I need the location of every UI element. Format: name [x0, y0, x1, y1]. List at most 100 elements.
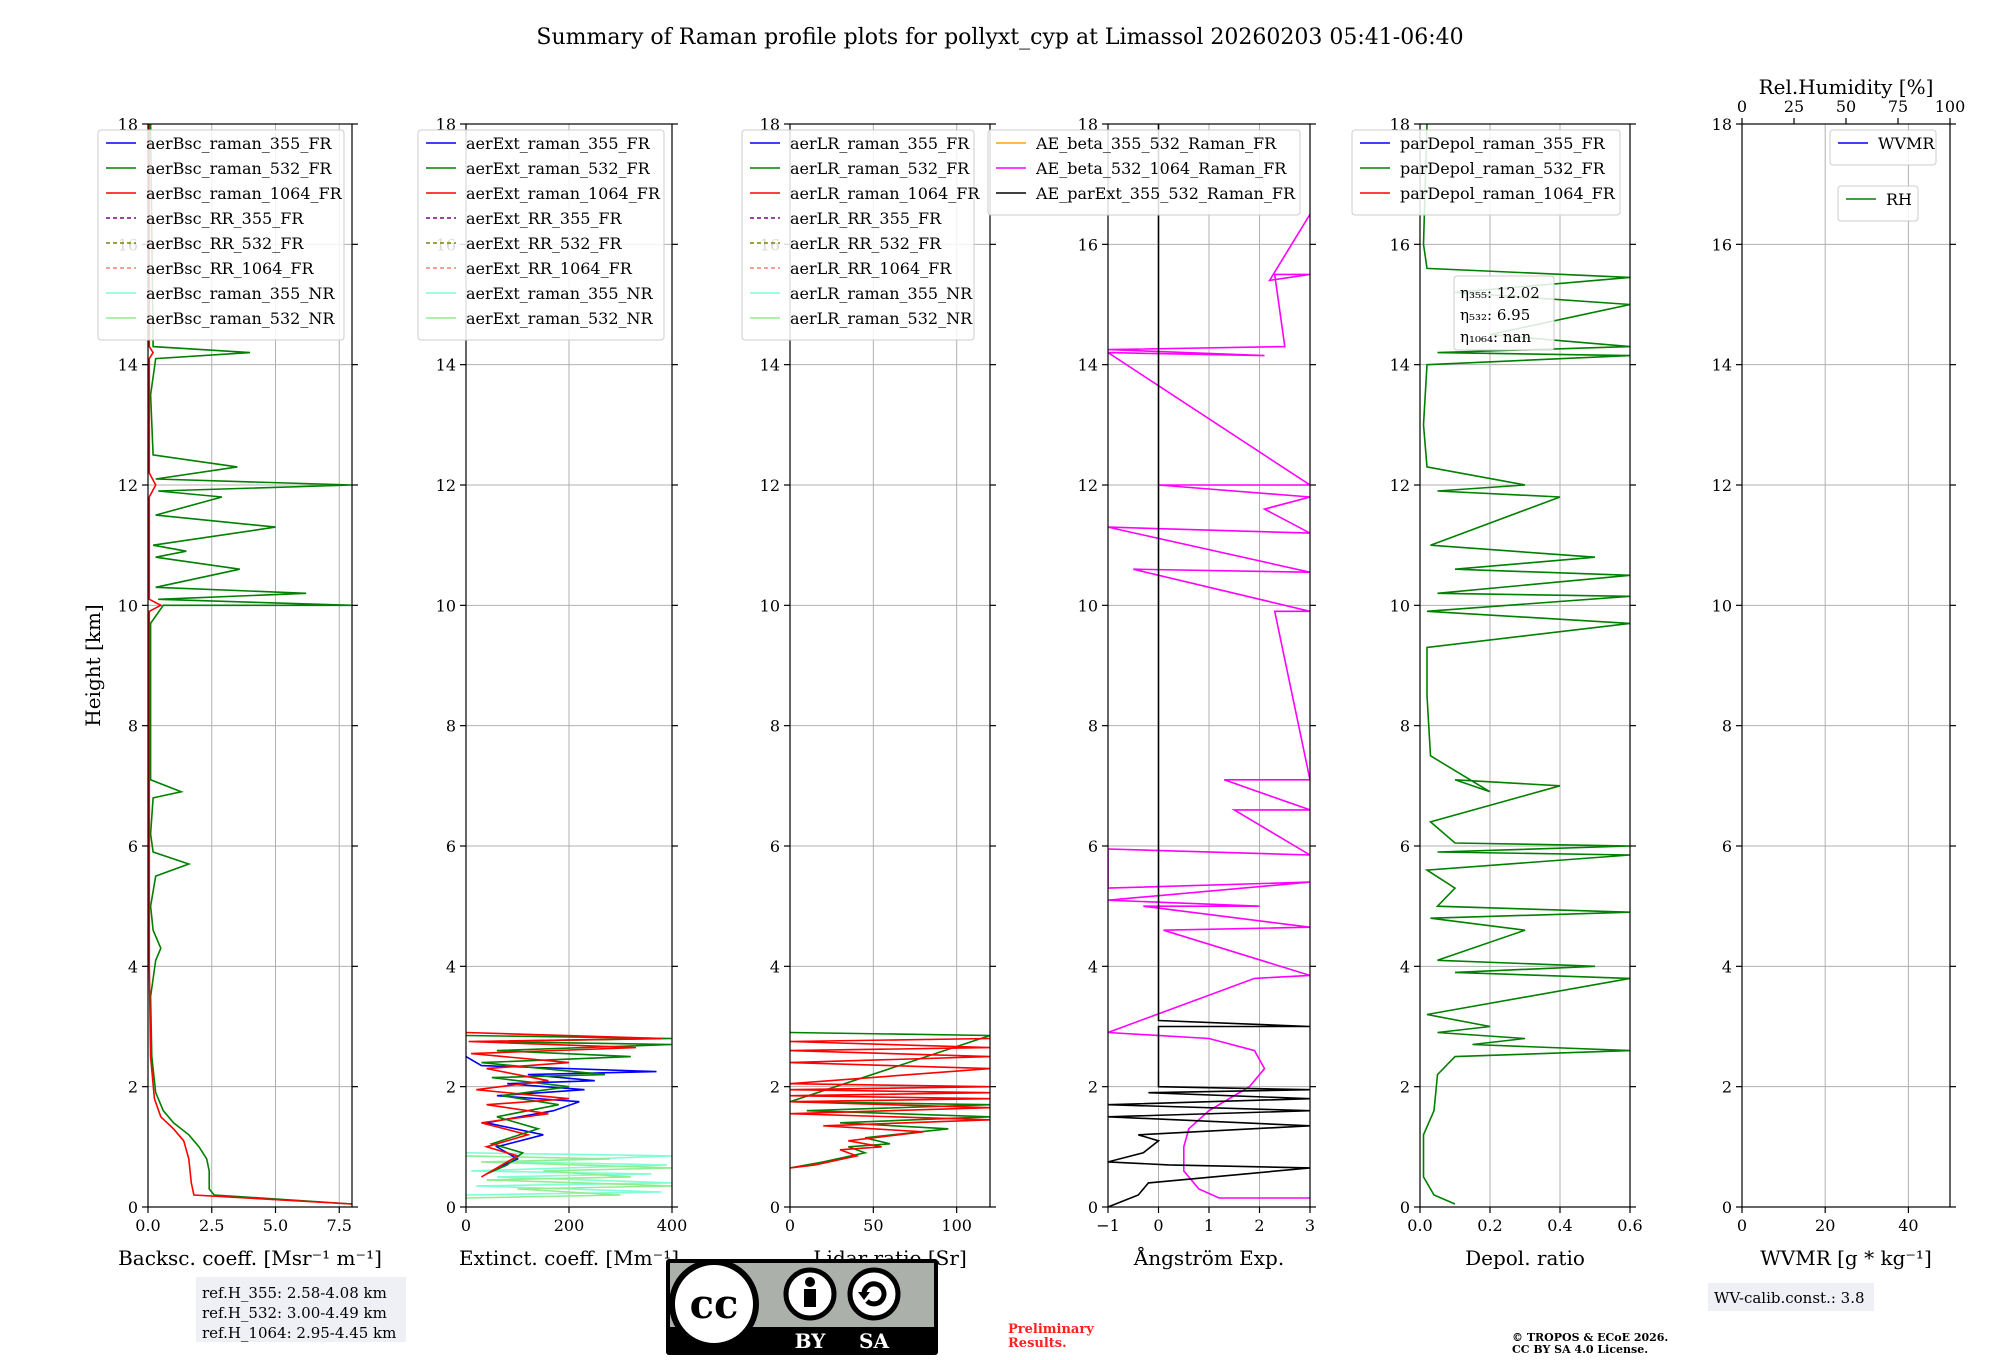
y-tick-label: 10: [1390, 596, 1410, 615]
series-group: [790, 1031, 990, 1169]
x-tick-label: 0.0: [1407, 1216, 1432, 1235]
y-tick-label: 18: [1390, 115, 1410, 134]
y-tick-label: 6: [770, 837, 780, 856]
y-tick-label: 2: [446, 1078, 456, 1097]
series-group: [1422, 124, 1630, 1205]
legend-label: aerExt_RR_532_FR: [466, 234, 623, 253]
y-tick-label: 10: [436, 596, 456, 615]
top-x-tick-label: 100: [1935, 97, 1966, 116]
series-aerExt_raman_532_NR: [466, 1155, 672, 1199]
y-tick-label: 14: [118, 356, 138, 375]
series-aerExt_raman_1064_FR: [466, 1031, 662, 1178]
copyright-line-2: CC BY SA 4.0 License.: [1512, 1343, 1648, 1356]
preliminary-line-2: Results.: [1008, 1336, 1067, 1351]
wv-calib-box: WV-calib.const.: 3.8: [1708, 1283, 1874, 1311]
legend-label: aerLR_RR_1064_FR: [790, 259, 952, 278]
x-tick-label: −1: [1096, 1216, 1120, 1235]
x-tick-label: 1: [1204, 1216, 1214, 1235]
ref-heights-box: ref.H_355: 2.58-4.08 km ref.H_532: 3.00-…: [196, 1277, 406, 1342]
axes-frame: [1419, 123, 1631, 1208]
y-tick-label: 10: [760, 596, 780, 615]
legend-label: parDepol_raman_1064_FR: [1400, 184, 1616, 203]
legend-label: parDepol_raman_355_FR: [1400, 134, 1606, 153]
y-tick-label: 12: [760, 476, 780, 495]
y-tick-label: 16: [1712, 235, 1732, 254]
y-tick-label: 18: [436, 115, 456, 134]
ref-height-355: ref.H_355: 2.58-4.08 km: [202, 1284, 387, 1302]
grid: [1741, 123, 1950, 1208]
y-tick-label: 14: [760, 356, 780, 375]
legend-label: aerBsc_raman_355_FR: [146, 134, 332, 153]
x-tick-label: 2.5: [199, 1216, 224, 1235]
y-tick-label: 2: [1400, 1078, 1410, 1097]
y-tick-label: 10: [1712, 596, 1732, 615]
x-tick-label: 200: [554, 1216, 585, 1235]
figure-title: Summary of Raman profile plots for polly…: [536, 25, 1463, 50]
y-tick-label: 18: [118, 115, 138, 134]
y-tick-label: 0: [128, 1198, 138, 1217]
y-axis-label: Height [km]: [81, 604, 105, 726]
panel-wvmr: 0 2 4 6 8 10 12 14 16 18 0 20 40 WVMR [g * kg⁻¹] 0 25 50…: [1712, 75, 1966, 1270]
y-tick-label: 4: [1088, 957, 1098, 976]
legend-label: aerLR_raman_1064_FR: [790, 184, 980, 203]
x-tick-label: 3: [1305, 1216, 1315, 1235]
y-tick-label: 8: [770, 717, 780, 736]
top-x-tick-label: 25: [1784, 97, 1804, 116]
legend-label: AE_beta_355_532_Raman_FR: [1035, 134, 1277, 153]
wv-calib-text: WV-calib.const.: 3.8: [1714, 1289, 1865, 1307]
y-tick-label: 0: [1400, 1198, 1410, 1217]
x-tick-label: 0.2: [1477, 1216, 1502, 1235]
eta-annotation-line: η₃₅₅: 12.02: [1460, 284, 1540, 302]
x-tick-label: 100: [941, 1216, 972, 1235]
by-label: BY: [795, 1329, 827, 1353]
legend-label: aerBsc_raman_532_FR: [146, 159, 332, 178]
series-group: [466, 1031, 672, 1199]
series-AE_beta_532_1064_Raman_FR: [1108, 213, 1310, 1199]
top-x-tick-label: 50: [1836, 97, 1856, 116]
y-tick-label: 14: [436, 356, 456, 375]
y-tick-label: 10: [1078, 596, 1098, 615]
copyright-line-1: © TROPOS & ECoE 2026.: [1512, 1331, 1668, 1344]
cc-by-sa-badge: cc BY SA: [666, 1259, 938, 1355]
legend: parDepol_raman_355_FR parDepol_raman_532_…: [1351, 129, 1621, 216]
series-aerBsc_raman_532_FR: [149, 124, 352, 1205]
top-x-axis-label: Rel.Humidity [%]: [1759, 75, 1934, 99]
legend-label: parDepol_raman_532_FR: [1400, 159, 1606, 178]
sa-label: SA: [859, 1329, 889, 1353]
legend-label: aerBsc_raman_532_NR: [146, 309, 335, 328]
series-aerLR_raman_1064_FR: [790, 1037, 990, 1169]
axes-frame: [789, 123, 991, 1208]
x-tick-label: 400: [657, 1216, 688, 1235]
y-tick-label: 6: [1722, 837, 1732, 856]
axes-frame: [147, 123, 353, 1208]
cc-logo-icon: [669, 1259, 759, 1349]
x-axis-label: Extinct. coeff. [Mm⁻¹]: [459, 1246, 679, 1270]
x-tick-label: 0: [461, 1216, 471, 1235]
y-tick-label: 16: [1390, 235, 1410, 254]
y-tick-label: 6: [1088, 837, 1098, 856]
y-tick-label: 8: [1088, 717, 1098, 736]
series-AE_parExt_355_532_Raman_FR: [1108, 124, 1310, 1207]
legend-label: aerBsc_raman_355_NR: [146, 284, 335, 303]
legend-label: aerBsc_raman_1064_FR: [146, 184, 343, 203]
legend-label: aerLR_raman_355_FR: [790, 134, 970, 153]
legend-label: aerBsc_RR_532_FR: [146, 234, 304, 253]
eta-annotation: η₃₅₅: 12.02 η₅₃₂: 6.95 η₁₀₆₄: nan: [1453, 275, 1555, 351]
y-tick-label: 12: [1712, 476, 1732, 495]
share-alike-icon: [847, 1267, 901, 1321]
legend: AE_beta_355_532_Raman_FR AE_beta_532_1064…: [987, 129, 1301, 216]
legend-label: AE_beta_532_1064_Raman_FR: [1035, 159, 1287, 178]
y-tick-label: 2: [770, 1078, 780, 1097]
grid: [1107, 123, 1311, 1208]
y-tick-label: 14: [1712, 356, 1732, 375]
y-tick-label: 12: [118, 476, 138, 495]
y-tick-label: 2: [1088, 1078, 1098, 1097]
y-tick-label: 18: [1712, 115, 1732, 134]
ref-height-1064: ref.H_1064: 2.95-4.45 km: [202, 1324, 396, 1342]
x-tick-label: 40: [1898, 1216, 1918, 1235]
panel-depol: 0 2 4 6 8 10 12 14 16 18 0.0 0.2 0.4 0.6 Depol. ratio p…: [1351, 115, 1643, 1270]
preliminary-line-1: Preliminary: [1008, 1322, 1094, 1337]
x-tick-label: 50: [863, 1216, 883, 1235]
x-axis-label: WVMR [g * kg⁻¹]: [1760, 1246, 1932, 1270]
